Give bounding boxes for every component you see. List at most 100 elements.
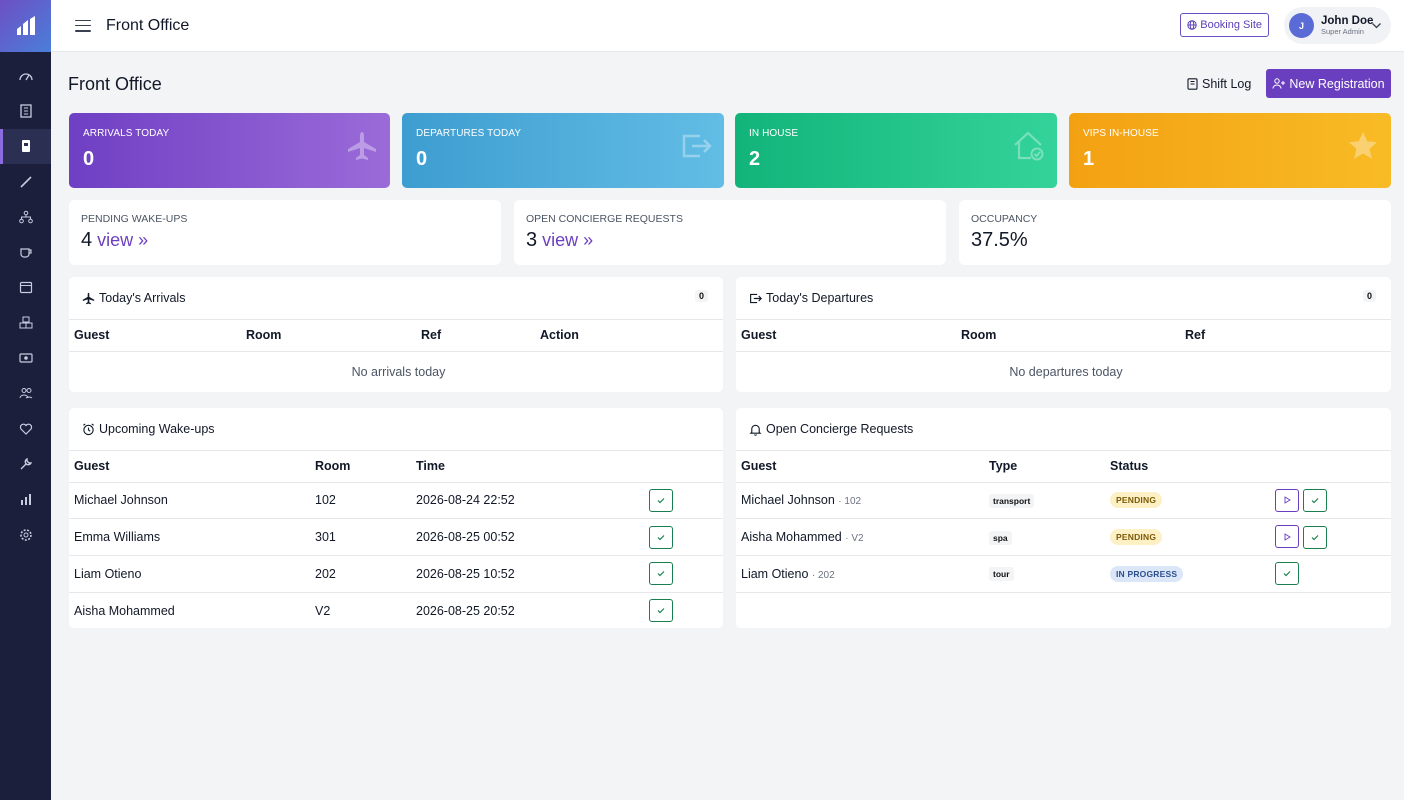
- airplane-icon: [348, 132, 376, 160]
- complete-request-button[interactable]: [1303, 525, 1327, 549]
- panel-title: Today's Arrivals: [99, 291, 186, 305]
- check-icon: [1311, 498, 1319, 504]
- column-header: Type: [984, 451, 1105, 483]
- sidebar-item-dashboard[interactable]: [0, 58, 51, 93]
- logo-icon: [16, 16, 35, 35]
- brush-icon: [19, 175, 32, 188]
- house-check-icon: [1014, 131, 1044, 161]
- booking-site-label: Booking Site: [1200, 19, 1262, 31]
- stat-vips-in-house: VIPS IN-HOUSE 1: [1069, 113, 1391, 188]
- sidebar-item-settings[interactable]: [0, 517, 51, 552]
- guest-name: Michael Johnson: [69, 482, 310, 520]
- user-role: Super Admin: [1321, 26, 1364, 36]
- arrivals-table: Guest Room Ref Action No arrivals today: [69, 320, 723, 392]
- guest-name: Aisha Mohammed: [74, 603, 175, 618]
- complete-request-button[interactable]: [1303, 489, 1327, 513]
- settings-icon: [19, 528, 32, 541]
- departures-count-badge: 0: [1362, 290, 1376, 302]
- check-icon: [657, 497, 665, 504]
- menu-toggle-icon[interactable]: [75, 19, 91, 32]
- org-chart-icon: [18, 210, 33, 224]
- column-header: Time: [411, 451, 644, 483]
- room-number: 102: [310, 482, 411, 520]
- sidebar-item-front-office[interactable]: [0, 128, 51, 165]
- concierge-table: Guest Type Status Michael Johnson · 102 …: [736, 451, 1391, 593]
- pending-wakeups-card: PENDING WAKE-UPS 4 view »: [69, 200, 501, 265]
- stat-departures-today: DEPARTURES TODAY 0: [402, 113, 724, 188]
- room-number: 202: [310, 555, 411, 593]
- room-number: · V2: [845, 533, 864, 545]
- app-logo[interactable]: [0, 0, 51, 52]
- stat-label: VIPS IN-HOUSE: [1083, 128, 1159, 139]
- sidebar-item-inventory[interactable]: [0, 305, 51, 340]
- arrivals-panel: Today's Arrivals 0 Guest Room Ref Action…: [69, 277, 723, 392]
- room-number: · 202: [811, 569, 835, 581]
- sidebar-item-organization[interactable]: [0, 199, 51, 234]
- panel-title: Open Concierge Requests: [766, 422, 914, 436]
- guest-name: Michael Johnson: [741, 493, 835, 508]
- complete-request-button[interactable]: [1275, 562, 1299, 586]
- handshake-icon: [19, 423, 32, 435]
- airplane-icon: [82, 292, 95, 304]
- sidebar-item-reports[interactable]: [0, 482, 51, 517]
- avatar: J: [1289, 13, 1314, 38]
- coffee-icon: [19, 248, 32, 258]
- stat-in-house: IN HOUSE 2: [735, 113, 1057, 188]
- sidebar-item-guests[interactable]: [0, 376, 51, 411]
- start-request-button[interactable]: [1275, 488, 1299, 512]
- check-icon: [657, 571, 665, 577]
- add-user-icon: [1272, 78, 1286, 89]
- new-registration-button[interactable]: New Registration: [1266, 69, 1391, 98]
- complete-wakeup-button[interactable]: [649, 599, 673, 623]
- booking-site-button[interactable]: Booking Site: [1180, 13, 1269, 37]
- sidebar-item-maintenance[interactable]: [0, 446, 51, 481]
- guest-name: Liam Otieno: [741, 566, 809, 581]
- user-menu[interactable]: J John Doe Super Admin: [1284, 7, 1391, 44]
- star-icon: [1349, 132, 1377, 159]
- users-icon: [19, 388, 32, 399]
- column-header: Action: [535, 320, 723, 352]
- mini-value: 3: [526, 229, 538, 251]
- guest-name: Liam Otieno: [69, 555, 310, 593]
- new-registration-label: New Registration: [1289, 76, 1385, 91]
- view-wakeups-link[interactable]: view »: [97, 230, 149, 250]
- sidebar-item-finance[interactable]: [0, 340, 51, 375]
- sidebar-item-restaurant[interactable]: [0, 234, 51, 269]
- play-icon: [1284, 496, 1291, 504]
- sidebar-item-housekeeping[interactable]: [0, 164, 51, 199]
- mini-label: OCCUPANCY: [971, 213, 1038, 225]
- sidebar-item-calendar[interactable]: [0, 270, 51, 305]
- wakeups-table: Guest Room Time Michael Johnson 102 2026…: [69, 451, 723, 628]
- request-type-badge: spa: [989, 530, 1012, 545]
- panel-title: Today's Departures: [766, 291, 874, 305]
- complete-wakeup-button[interactable]: [649, 562, 673, 586]
- page-title: Front Office: [68, 74, 162, 94]
- column-header: Room: [241, 320, 416, 352]
- departures-panel: Today's Departures 0 Guest Room Ref No d…: [736, 277, 1391, 392]
- table-row: Liam Otieno 202 2026-08-25 10:52: [69, 555, 723, 593]
- sidebar-item-crm[interactable]: [0, 411, 51, 446]
- guest-name: Emma Williams: [69, 518, 310, 556]
- request-type-badge: transport: [989, 493, 1035, 508]
- exit-icon: [750, 293, 762, 303]
- column-header: Guest: [69, 451, 310, 483]
- building-icon: [19, 104, 32, 118]
- arrivals-count-badge: 0: [694, 290, 708, 302]
- shift-log-button[interactable]: Shift Log: [1179, 70, 1259, 98]
- column-header: Room: [956, 320, 1180, 352]
- complete-wakeup-button[interactable]: [649, 525, 673, 549]
- complete-wakeup-button[interactable]: [649, 488, 673, 512]
- shift-log-label: Shift Log: [1202, 77, 1252, 91]
- stat-label: DEPARTURES TODAY: [416, 128, 522, 139]
- occupancy-card: OCCUPANCY 37.5%: [959, 200, 1391, 265]
- column-header: Ref: [416, 320, 535, 352]
- panel-title: Upcoming Wake-ups: [99, 422, 215, 436]
- wakeup-time: 2026-08-25 20:52: [416, 603, 515, 618]
- bar-chart-icon: [20, 494, 31, 506]
- sidebar-item-building[interactable]: [0, 93, 51, 128]
- concierge-panel: Open Concierge Requests Guest Type Statu…: [736, 408, 1391, 628]
- view-concierge-link[interactable]: view »: [542, 230, 594, 250]
- start-request-button[interactable]: [1275, 525, 1299, 549]
- alarm-clock-icon: [83, 422, 94, 435]
- dashboard-icon: [18, 72, 33, 80]
